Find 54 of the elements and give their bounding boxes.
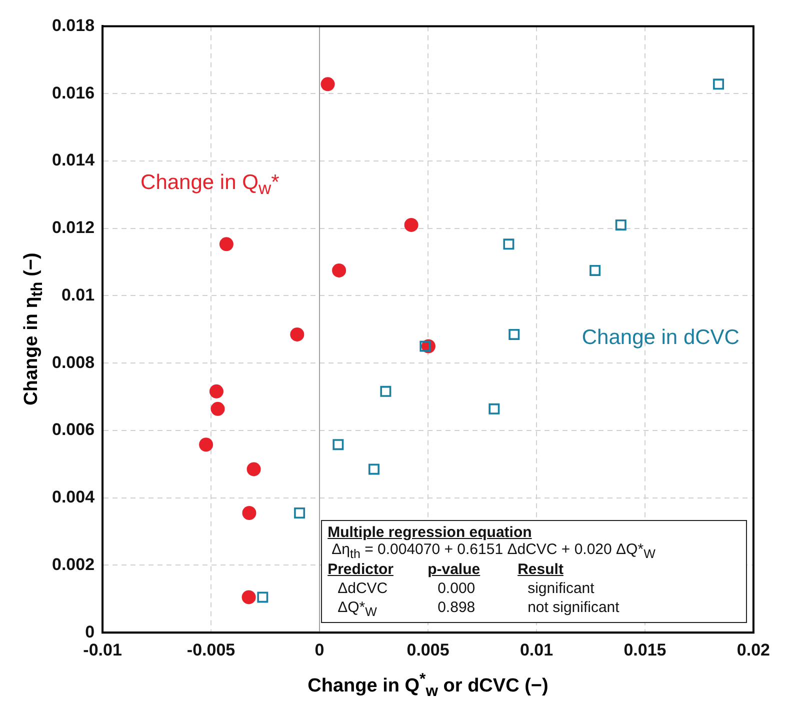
annotation: Multiple regression equation: [328, 524, 533, 541]
x-tick-label: -0.005: [186, 640, 236, 660]
y-tick-label: 0.004: [52, 488, 96, 507]
annotation: Predictor: [328, 560, 394, 578]
y-tick-label: 0.01: [61, 285, 95, 304]
point: [219, 237, 234, 252]
y-tick-label: 0.018: [52, 16, 95, 35]
point: [332, 263, 346, 278]
annotation: 0.000: [436, 580, 476, 597]
x-tick-label: 0.015: [624, 640, 666, 660]
point: [246, 462, 261, 476]
text: Change in Q$_{w}$*: [140, 171, 280, 200]
text: Change in dCVC: [582, 326, 740, 350]
annotation: p-value: [428, 560, 482, 578]
x-tick-label: 0.02: [736, 640, 770, 660]
annotation: not significant: [526, 598, 620, 618]
point: [242, 506, 256, 520]
point: [257, 592, 268, 603]
point: [320, 77, 335, 92]
point: [199, 438, 214, 452]
y-tick-label: 0.008: [52, 352, 95, 372]
point: [242, 590, 256, 604]
annotation: 0.898: [436, 598, 476, 618]
point: [380, 386, 392, 397]
point: [332, 439, 344, 450]
annotation: significant: [526, 580, 596, 597]
point: [503, 238, 514, 250]
x-tick-label: 0.005: [406, 640, 450, 660]
point: [420, 340, 431, 352]
y-tick-label: 0.014: [52, 150, 96, 170]
point: [404, 218, 418, 232]
point: [210, 402, 225, 416]
y-tick-label: 0.006: [52, 420, 95, 440]
point: [294, 508, 306, 518]
point: [713, 78, 724, 90]
y-tick-label: 0.002: [52, 554, 95, 574]
annotation: Δη$_{th}$ = 0.004070 + 0.6151 ΔdCVC + 0.020 ΔQ*$_{W}$: [330, 540, 656, 561]
annotation: ΔQ*$_{W}$: [336, 598, 378, 619]
y-tick-label: 0.016: [52, 83, 95, 102]
point: [488, 403, 500, 414]
point: [290, 327, 304, 342]
annotation: ΔdCVC: [336, 580, 389, 597]
point: [368, 464, 380, 475]
x-tick-label: 0: [314, 640, 324, 660]
x-tick-label: -0.01: [83, 640, 122, 660]
x-tick-label: 0.01: [520, 640, 554, 660]
y-tick-label: 0.012: [52, 218, 95, 238]
point: [590, 264, 601, 276]
point: [508, 328, 520, 340]
y-tick-label: 0: [85, 622, 95, 642]
point: [209, 384, 224, 398]
point: [615, 219, 626, 230]
annotation: Result: [518, 560, 564, 578]
x-axis-title: Change in Q$^{*}$$_{w}$ or dCVC (−): [306, 671, 550, 702]
